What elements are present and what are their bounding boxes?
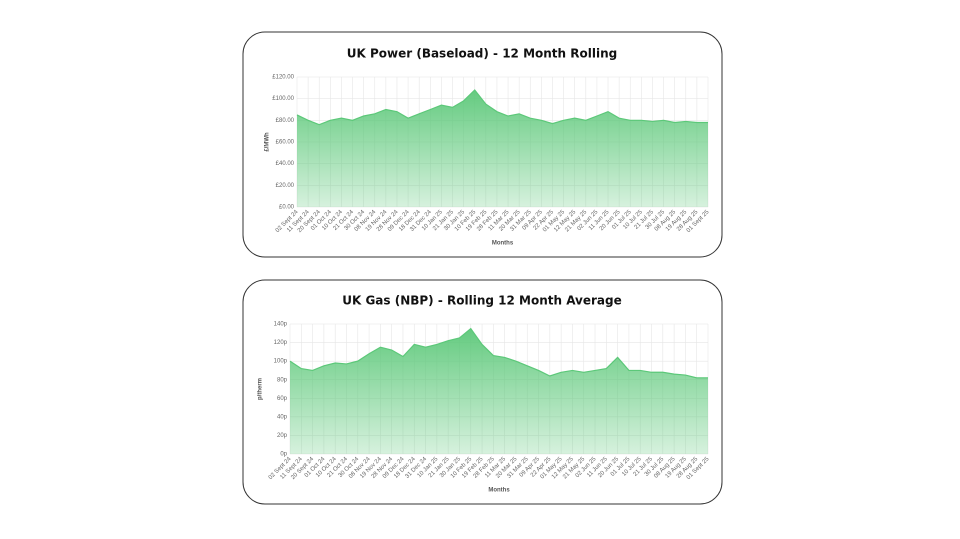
y-tick-label: £0.00: [279, 205, 295, 211]
y-tick-label: £80.00: [276, 118, 295, 124]
y-tick-label: £100.00: [272, 96, 294, 102]
x-axis-title: Months: [492, 241, 514, 247]
line: [296, 89, 708, 126]
y-tick-label: £60.00: [276, 140, 295, 146]
y-tick-label: 60p: [277, 396, 288, 402]
y-tick-label: 120p: [274, 340, 288, 346]
y-tick-label: 100p: [274, 359, 288, 365]
y-tick-label: £20.00: [276, 183, 295, 189]
y-axis-title: £/MWh: [265, 132, 271, 152]
area: [290, 328, 708, 454]
y-tick-label: 140p: [274, 322, 288, 328]
y-tick-label: 80p: [277, 377, 288, 383]
chart-title: UK Power (Baseload) - 12 Month Rolling: [347, 47, 617, 61]
y-tick-label: 40p: [277, 414, 288, 420]
y-tick-label: 20p: [277, 433, 288, 439]
chart-title: UK Gas (NBP) - Rolling 12 Month Average: [342, 294, 622, 308]
y-tick-label: £40.00: [276, 161, 295, 167]
y-tick-label: 0p: [280, 452, 287, 458]
y-tick-label: £120.00: [272, 75, 294, 81]
area: [297, 90, 708, 207]
y-axis-title: p/therm: [258, 378, 264, 400]
x-axis-title: Months: [488, 488, 510, 494]
line: [289, 327, 708, 379]
